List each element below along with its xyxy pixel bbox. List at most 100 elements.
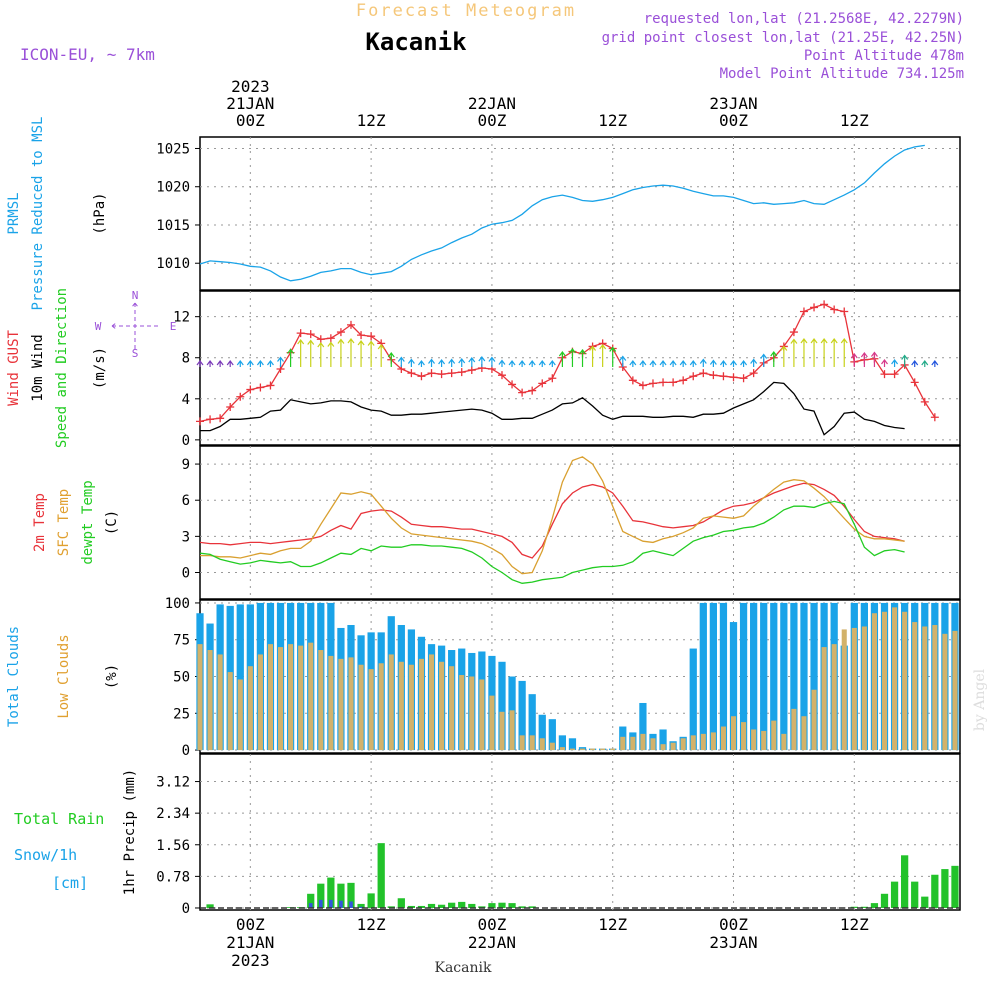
wind-direction-arrow (780, 345, 788, 367)
gust-marker (417, 372, 426, 381)
bar-low-clouds (318, 650, 324, 751)
y-tick-label: 1020 (156, 180, 190, 196)
wind-direction-arrow (760, 353, 768, 367)
wind-direction-arrow (609, 346, 617, 367)
wind-direction-arrow (448, 358, 456, 367)
bar-low-clouds (690, 735, 696, 751)
wind-direction-arrow (357, 339, 365, 367)
gust-marker (538, 379, 547, 388)
bar-low-clouds (922, 626, 928, 751)
gust-marker (357, 331, 366, 340)
bar-low-clouds (932, 625, 938, 751)
wind-direction-arrow (629, 359, 637, 367)
bar-low-clouds (569, 748, 575, 751)
bar-rain (427, 903, 436, 908)
gust-marker (206, 415, 215, 424)
bar-rain (921, 896, 929, 908)
gust-marker (789, 328, 798, 337)
bar-low-clouds (680, 738, 686, 751)
gust-marker (810, 303, 819, 312)
gust-marker (638, 381, 647, 390)
bar-low-clouds (469, 676, 475, 751)
wind-direction-arrow (911, 359, 919, 367)
gust-marker (679, 376, 688, 385)
gust-marker (890, 370, 899, 379)
y-axis-label: 1hr Precip (mm) (122, 769, 138, 895)
wind-direction-arrow (508, 359, 516, 367)
gust-marker (467, 366, 476, 375)
bar-rain (488, 903, 496, 908)
bar-low-clouds (388, 654, 394, 751)
bar-low-clouds (509, 710, 515, 751)
wind-direction-arrow (649, 359, 657, 367)
wind-direction-arrow (428, 358, 436, 367)
wind-direction-arrow (659, 359, 667, 367)
series-line-2m (199, 482, 905, 559)
bar-low-clouds (348, 657, 354, 751)
bar-low-clouds (298, 645, 304, 751)
bar-total-clouds (810, 602, 818, 751)
y-axis-label: Pressure Reduced to MSL (30, 117, 46, 311)
gust-marker (447, 369, 456, 378)
bar-low-clouds (600, 748, 606, 751)
bar-rain (397, 898, 405, 908)
gust-marker (528, 386, 537, 395)
y-tick-label: 3 (182, 529, 190, 545)
wind-direction-arrow (599, 343, 607, 367)
bar-low-clouds (720, 726, 726, 751)
series-line-wind (200, 381, 905, 436)
wind-direction-arrow (246, 359, 254, 367)
bar-rain (951, 865, 959, 908)
bar-rain (498, 902, 506, 908)
bar-rain (317, 883, 325, 908)
wind-direction-arrow (327, 341, 335, 367)
bar-low-clouds (428, 654, 435, 751)
bottom-year-label: 2023 (231, 951, 270, 970)
bar-rain (206, 904, 214, 908)
wind-direction-arrow (679, 359, 687, 367)
bar-low-clouds (539, 738, 545, 751)
bar-total-clouds (750, 602, 758, 751)
wind-direction-arrow (568, 347, 576, 367)
model-label: ICON-EU, ~ 7km (20, 45, 155, 64)
bar-low-clouds (499, 711, 505, 751)
bar-low-clouds (237, 679, 243, 751)
panels: 1010 1015 1020 1025 PRMSL Pressure Reduced to… (6, 117, 961, 917)
y-tick-label: 4 (182, 392, 190, 408)
wind-direction-arrow (870, 351, 878, 367)
y-axis-label: Snow/1h (14, 846, 77, 864)
bar-low-clouds (489, 695, 495, 751)
bar-total-clouds (639, 702, 647, 751)
wind-direction-arrow (196, 359, 204, 367)
bar-low-clouds (308, 642, 314, 751)
bar-low-clouds (328, 655, 334, 751)
wind-direction-arrow (901, 354, 909, 367)
bar-low-clouds (912, 622, 918, 751)
bar-total-clouds (498, 661, 506, 751)
bar-low-clouds (549, 742, 555, 751)
gust-marker (799, 307, 808, 316)
bar-low-clouds (710, 732, 716, 751)
y-axis-label: [cm] (52, 874, 88, 892)
panel-clouds: 0 25 50 75 100 Total Clouds Low Clouds (%) (6, 596, 961, 759)
bar-low-clouds (267, 644, 274, 751)
bar-rain (337, 883, 345, 908)
gust-marker (508, 380, 517, 389)
y-tick-label: 0 (182, 901, 190, 917)
bar-total-clouds (699, 602, 707, 751)
y-tick-label: 0 (182, 565, 190, 581)
gust-marker (699, 369, 708, 378)
bar-rain (347, 882, 355, 908)
bar-low-clouds (851, 627, 857, 751)
top-hour-label: 00Z (477, 111, 506, 130)
wind-direction-arrow (216, 359, 224, 367)
bar-rain (860, 906, 868, 908)
bar-low-clouds (630, 736, 636, 751)
bar-low-clouds (700, 733, 706, 751)
gust-marker (216, 414, 225, 423)
wind-direction-arrow (226, 359, 234, 367)
y-axis-label: PRMSL (6, 192, 22, 234)
bar-low-clouds (227, 672, 233, 751)
wind-direction-arrow (790, 338, 798, 367)
wind-direction-arrow (387, 351, 395, 367)
